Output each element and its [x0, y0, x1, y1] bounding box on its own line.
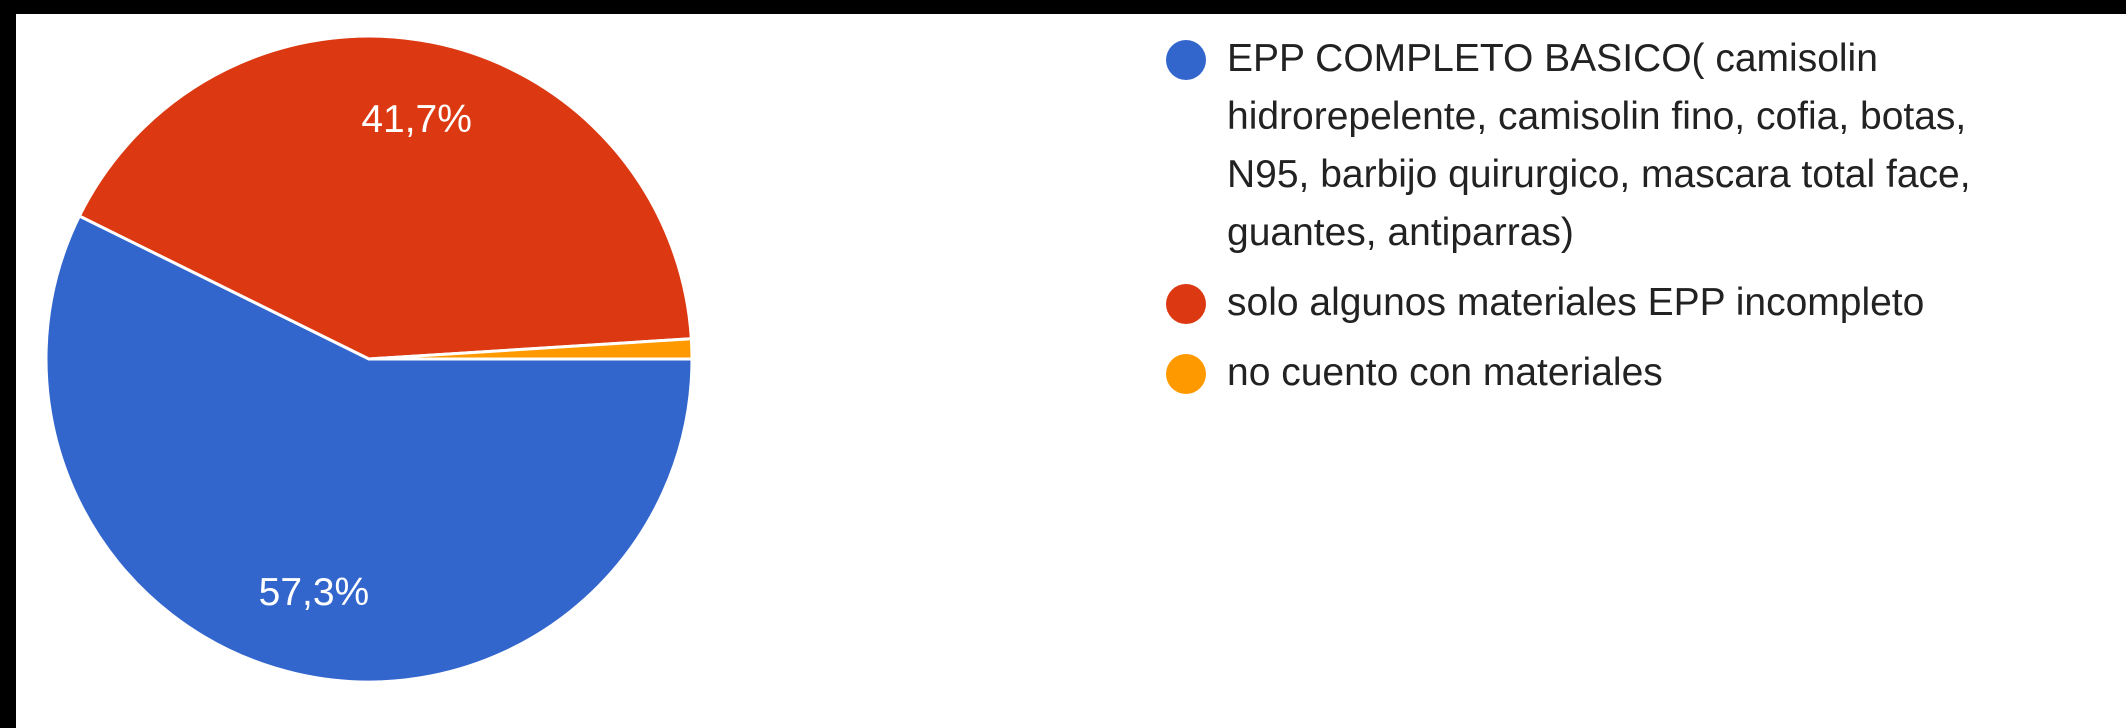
legend-item: solo algunos materiales EPP incompleto — [1166, 274, 2017, 332]
data-label: 41,7% — [361, 98, 472, 141]
legend-label: EPP COMPLETO BASICO( camisolin hidrorepe… — [1227, 37, 1971, 254]
legend-swatch — [1166, 284, 1206, 324]
data-label: 57,3% — [259, 571, 370, 614]
pie-slice — [368, 337, 694, 361]
chart-frame: 57,3% 41,7% EPP COMPLETO BASICO( camisoli… — [16, 14, 2126, 728]
legend-label: no cuento con materiales — [1227, 351, 1663, 394]
legend-swatch — [1166, 354, 1206, 394]
legend-swatch — [1166, 40, 1206, 80]
legend-label: solo algunos materiales EPP incompleto — [1227, 281, 1925, 324]
pie-slice — [77, 34, 693, 361]
legend-item: no cuento con materiales — [1166, 344, 2017, 402]
legend: EPP COMPLETO BASICO( camisolin hidrorepe… — [1166, 30, 2066, 414]
pie-slice — [44, 213, 694, 684]
legend-item: EPP COMPLETO BASICO( camisolin hidrorepe… — [1166, 30, 2017, 262]
pie-chart: 57,3% 41,7% — [44, 34, 694, 684]
